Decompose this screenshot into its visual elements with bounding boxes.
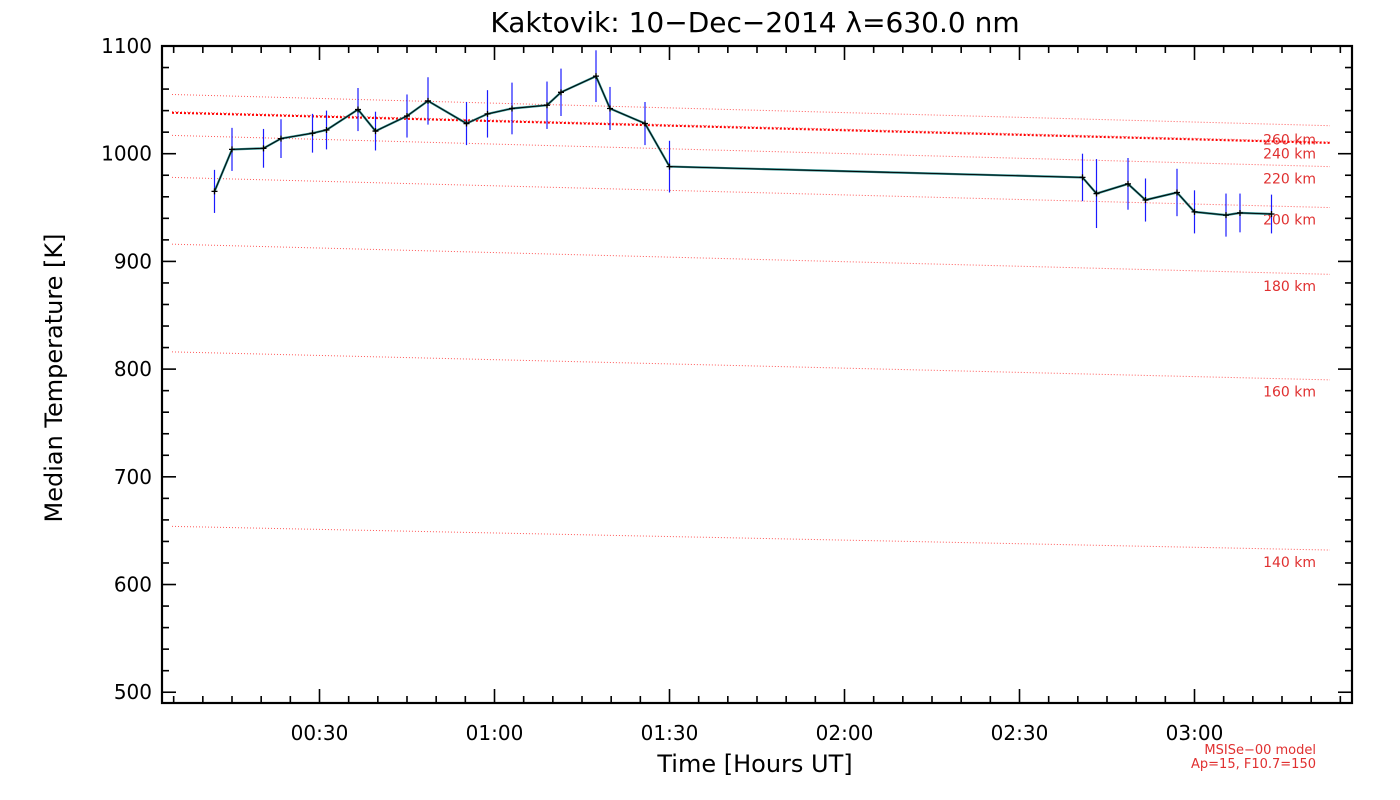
data-point-17: [642, 120, 648, 127]
reference-label-1: 160 km: [1263, 385, 1316, 401]
error-bars: [213, 50, 1273, 237]
data-point-27: [1268, 211, 1275, 218]
reference-line-5: [171, 111, 1331, 143]
x-tick-label-3: 02:00: [816, 721, 874, 745]
data-point-8: [404, 113, 410, 120]
data-point-12: [509, 105, 515, 112]
y-axis-ticks: 500 600 700 800 900 1000 1100: [101, 34, 1352, 704]
model-note-line-1: MSISe−00 model: [1204, 743, 1316, 758]
data-point-10: [463, 120, 470, 127]
data-point-25: [1223, 212, 1229, 219]
axes: [160, 44, 1354, 705]
series-halo-0: [213, 74, 1272, 217]
reference-label-5: 240 km: [1263, 147, 1316, 163]
reference-label-6: 260 km: [1263, 133, 1316, 149]
x-tick-label-2: 01:30: [641, 721, 699, 745]
chart-title: Kaktovik: 10−Dec−2014 λ=630.0 nm: [490, 6, 1019, 39]
reference-line-0: [171, 525, 1331, 551]
reference-line-4: [171, 134, 1331, 168]
data-series: [211, 73, 1275, 219]
data-point-19: [1079, 174, 1086, 181]
y-tick-label-6: 1100: [101, 34, 152, 58]
y-tick-label-4: 900: [114, 249, 152, 273]
reference-label-2: 180 km: [1263, 279, 1316, 295]
reference-line-3: [171, 176, 1331, 209]
data-point-24: [1191, 208, 1198, 215]
series-line-0: [214, 75, 1272, 216]
data-point-11: [484, 110, 491, 117]
data-point-14: [558, 89, 564, 96]
data-point-22: [1142, 197, 1149, 204]
reference-line-6: [171, 93, 1331, 127]
x-axis-ticks: 00:30 01:00 01:30 02:00 02:30 03:00: [172, 46, 1342, 745]
data-point-20: [1093, 190, 1100, 197]
y-tick-label-3: 800: [114, 357, 152, 381]
reference-lines: 140 km 160 km 180 km 200 km 220 km 240 km260 …: [171, 93, 1331, 571]
data-point-2: [260, 145, 267, 152]
data-point-5: [323, 127, 330, 134]
data-point-6: [355, 106, 361, 113]
reference-line-1: [171, 351, 1331, 381]
data-point-13: [544, 102, 550, 109]
data-point-1: [229, 146, 235, 153]
data-point-26: [1237, 209, 1243, 216]
y-axis-label: Median Temperature [K]: [40, 233, 68, 522]
x-tick-label-4: 02:30: [991, 721, 1049, 745]
reference-label-4: 220 km: [1263, 171, 1316, 187]
reference-label-0: 140 km: [1263, 555, 1316, 571]
y-tick-label-2: 700: [114, 465, 152, 489]
y-tick-label-0: 500: [114, 680, 152, 704]
data-point-18: [666, 163, 673, 170]
y-tick-label-1: 600: [114, 573, 152, 597]
data-point-9: [425, 97, 431, 104]
y-tick-label-5: 1000: [101, 142, 152, 166]
x-tick-label-0: 00:30: [291, 721, 349, 745]
plot-frame: [160, 44, 1354, 705]
data-point-23: [1174, 189, 1180, 196]
model-note-line-2: Ap=15, F10.7=150: [1191, 757, 1316, 772]
data-point-16: [607, 105, 613, 112]
x-tick-label-5: 03:00: [1166, 721, 1224, 745]
data-point-7: [372, 128, 379, 135]
data-point-4: [309, 130, 316, 137]
reference-label-3: 200 km: [1263, 212, 1316, 228]
data-point-15: [593, 73, 599, 80]
x-axis-label: Time [Hours UT]: [656, 750, 852, 778]
data-point-3: [278, 135, 284, 142]
reference-line-2: [171, 243, 1331, 275]
data-point-0: [211, 188, 218, 195]
data-point-21: [1125, 180, 1131, 187]
x-tick-label-1: 01:00: [466, 721, 524, 745]
